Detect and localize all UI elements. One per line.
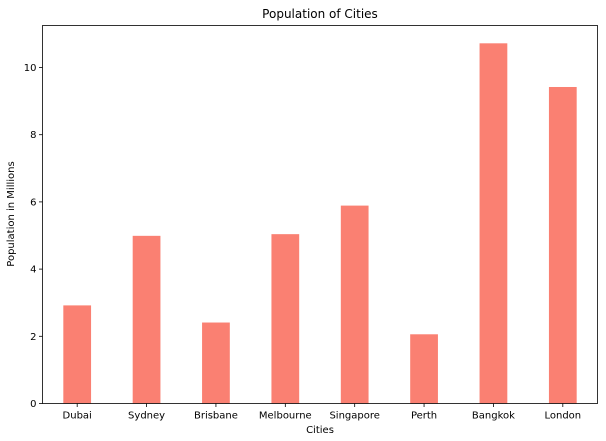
bar-london — [548, 86, 577, 404]
y-axis-ticks: 0 2 4 6 8 10 — [24, 63, 43, 410]
bar-brisbane — [202, 322, 230, 404]
x-tick-label-brisbane: Brisbane — [194, 411, 238, 422]
y-tick-label: 2 — [30, 332, 36, 343]
x-tick-label-london: London — [544, 411, 581, 422]
bars-group — [63, 43, 577, 404]
x-tick-label-dubai: Dubai — [63, 411, 92, 422]
plot-frame — [42, 25, 598, 404]
y-tick-label: 10 — [24, 63, 37, 74]
bar-dubai — [63, 305, 92, 404]
bar-bangkok — [479, 43, 508, 404]
x-tick-label-melbourne: Melbourne — [259, 411, 312, 422]
bar-sydney — [132, 235, 161, 404]
y-tick-label: 4 — [30, 265, 36, 276]
x-axis-label: Cities — [306, 425, 334, 436]
x-tick-label-perth: Perth — [411, 411, 437, 422]
y-tick-label: 0 — [30, 399, 36, 410]
y-tick-label: 8 — [30, 130, 36, 141]
y-axis-label: Population in Millions — [6, 161, 17, 266]
x-tick-label-singapore: Singapore — [329, 411, 379, 422]
bar-melbourne — [271, 234, 300, 404]
bar-perth — [410, 334, 438, 404]
bar-singapore — [340, 205, 369, 404]
x-tick-label-sydney: Sydney — [128, 411, 165, 422]
chart-title: Population of Cities — [262, 7, 378, 21]
x-axis-ticks: Dubai Sydney Brisbane Melbourne Singapore Per… — [63, 403, 581, 422]
x-tick-label-bangkok: Bangkok — [472, 411, 515, 422]
y-tick-label: 6 — [30, 197, 36, 208]
